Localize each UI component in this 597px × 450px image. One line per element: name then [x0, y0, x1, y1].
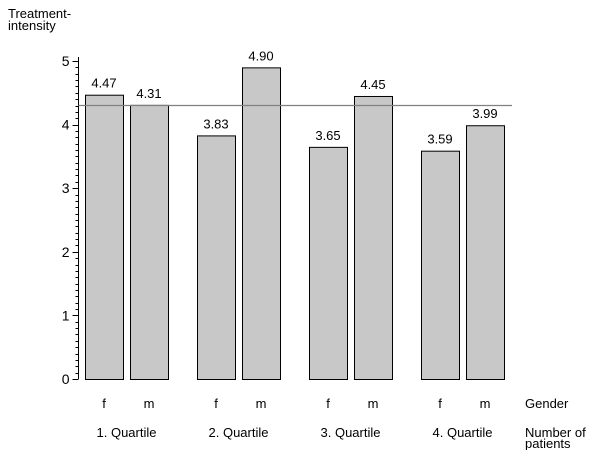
bar-1-m — [130, 104, 169, 380]
bar-4-f — [421, 150, 460, 380]
group-label: 1. Quartile — [97, 425, 157, 440]
group-label: 3. Quartile — [321, 425, 381, 440]
bars — [85, 67, 505, 381]
bar-3-f — [309, 146, 348, 380]
gender-tick-label: m — [256, 396, 267, 411]
y-tick-label: 3 — [62, 180, 70, 196]
data-label: 4.31 — [136, 86, 161, 101]
value-labels: 4.47 4.31 3.83 4.90 3.65 4.45 3.59 3.99 — [91, 48, 497, 146]
group-label: 2. Quartile — [209, 425, 269, 440]
y-tick-label: 0 — [62, 371, 70, 387]
data-label: 3.59 — [427, 132, 452, 147]
bar-2-f — [197, 135, 236, 380]
y-tick-label: 5 — [62, 53, 70, 69]
group-axis-title: Number of patients — [525, 425, 586, 450]
gender-tick-label: m — [368, 396, 379, 411]
data-label: 3.65 — [315, 128, 340, 143]
x-axis-categories: f m 1. Quartile f m 2. Quartile f m 3. Quartile f… — [97, 396, 587, 450]
data-label: 4.90 — [248, 48, 273, 63]
data-label: 4.45 — [360, 77, 385, 92]
bar-1-f — [85, 94, 124, 380]
gender-tick-label: f — [438, 396, 442, 411]
gender-axis-title: Gender — [525, 396, 569, 411]
y-axis-title: Treatment-intensity — [8, 6, 71, 33]
bar-4-m — [466, 125, 505, 381]
group-label: 4. Quartile — [433, 425, 493, 440]
gender-tick-label: f — [102, 396, 106, 411]
y-tick-label: 1 — [62, 307, 70, 323]
y-axis: 0 1 2 3 4 5 — [62, 53, 79, 387]
y-axis-label: Treatment-intensity — [8, 6, 71, 33]
gender-tick-label: m — [144, 396, 155, 411]
data-label: 4.47 — [91, 76, 116, 91]
bar-3-m — [354, 95, 393, 380]
y-tick-label: 2 — [62, 244, 70, 260]
gender-tick-label: f — [326, 396, 330, 411]
bar-2-m — [242, 67, 281, 381]
gender-tick-label: m — [480, 396, 491, 411]
y-tick-label: 4 — [62, 117, 70, 133]
data-label: 3.83 — [203, 116, 228, 131]
gender-tick-label: f — [214, 396, 218, 411]
data-label: 3.99 — [472, 106, 497, 121]
